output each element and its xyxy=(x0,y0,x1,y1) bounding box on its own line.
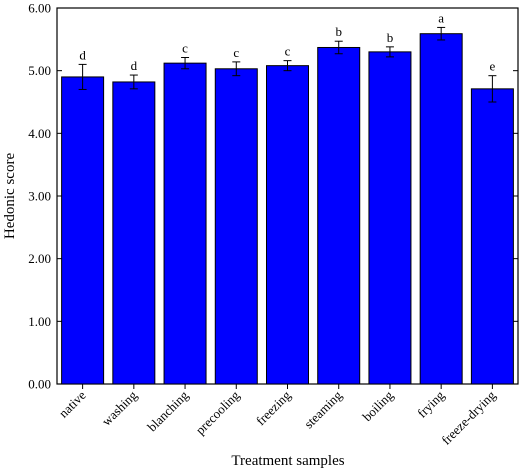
y-tick-label: 1.00 xyxy=(28,314,51,329)
bar-freeze-drying xyxy=(470,88,514,385)
significance-letter-steaming: b xyxy=(335,24,342,39)
x-tick-label-washing: washing xyxy=(99,387,141,429)
y-axis-title: Hedonic score xyxy=(2,153,18,240)
y-axis: 0.00 1.00 2.00 3.00 4.00 5.00 6.00 xyxy=(28,1,518,392)
x-tick-label-freeze-drying: freeze-drying xyxy=(438,387,498,447)
y-tick-label: 4.00 xyxy=(28,126,51,141)
bar-steaming xyxy=(317,46,361,385)
bar-frying xyxy=(419,33,463,385)
significance-letter-native: d xyxy=(79,47,86,62)
y-tick-label: 6.00 xyxy=(28,1,51,16)
significance-letter-washing: d xyxy=(131,58,138,73)
significance-letter-precooling: c xyxy=(233,45,239,60)
bar-boiling xyxy=(368,51,412,385)
x-axis-title: Treatment samples xyxy=(231,453,344,469)
significance-letter-freezing: c xyxy=(285,44,291,59)
x-tick-label-blanching: blanching xyxy=(144,387,191,434)
bar-precooling xyxy=(214,68,258,385)
y-tick-label: 3.00 xyxy=(28,189,51,204)
significance-letter-freeze-drying: e xyxy=(489,59,495,74)
significance-letter-blanching: c xyxy=(182,41,188,56)
significance-letter-frying: a xyxy=(438,10,444,25)
x-tick-label-boiling: boiling xyxy=(359,387,396,424)
y-tick-label: 0.00 xyxy=(28,377,51,392)
x-tick-label-steaming: steaming xyxy=(301,387,345,431)
y-tick-label: 5.00 xyxy=(28,63,51,78)
x-tick-label-frying: frying xyxy=(414,387,447,420)
bar-native xyxy=(61,76,105,385)
significance-letters-group: d d c c c b b a e xyxy=(79,10,495,73)
bar-washing xyxy=(112,81,156,385)
bars-group xyxy=(61,33,514,385)
x-tick-label-native: native xyxy=(56,387,89,420)
x-tick-label-precooling: precooling xyxy=(192,387,242,437)
bar-blanching xyxy=(163,62,207,385)
x-axis: native washing blanching precooling freezing… xyxy=(56,384,499,448)
x-tick-label-freezing: freezing xyxy=(253,387,294,428)
significance-letter-boiling: b xyxy=(387,30,394,45)
error-bars-group xyxy=(78,26,497,103)
y-tick-label: 2.00 xyxy=(28,251,51,266)
bar-freezing xyxy=(265,65,310,385)
